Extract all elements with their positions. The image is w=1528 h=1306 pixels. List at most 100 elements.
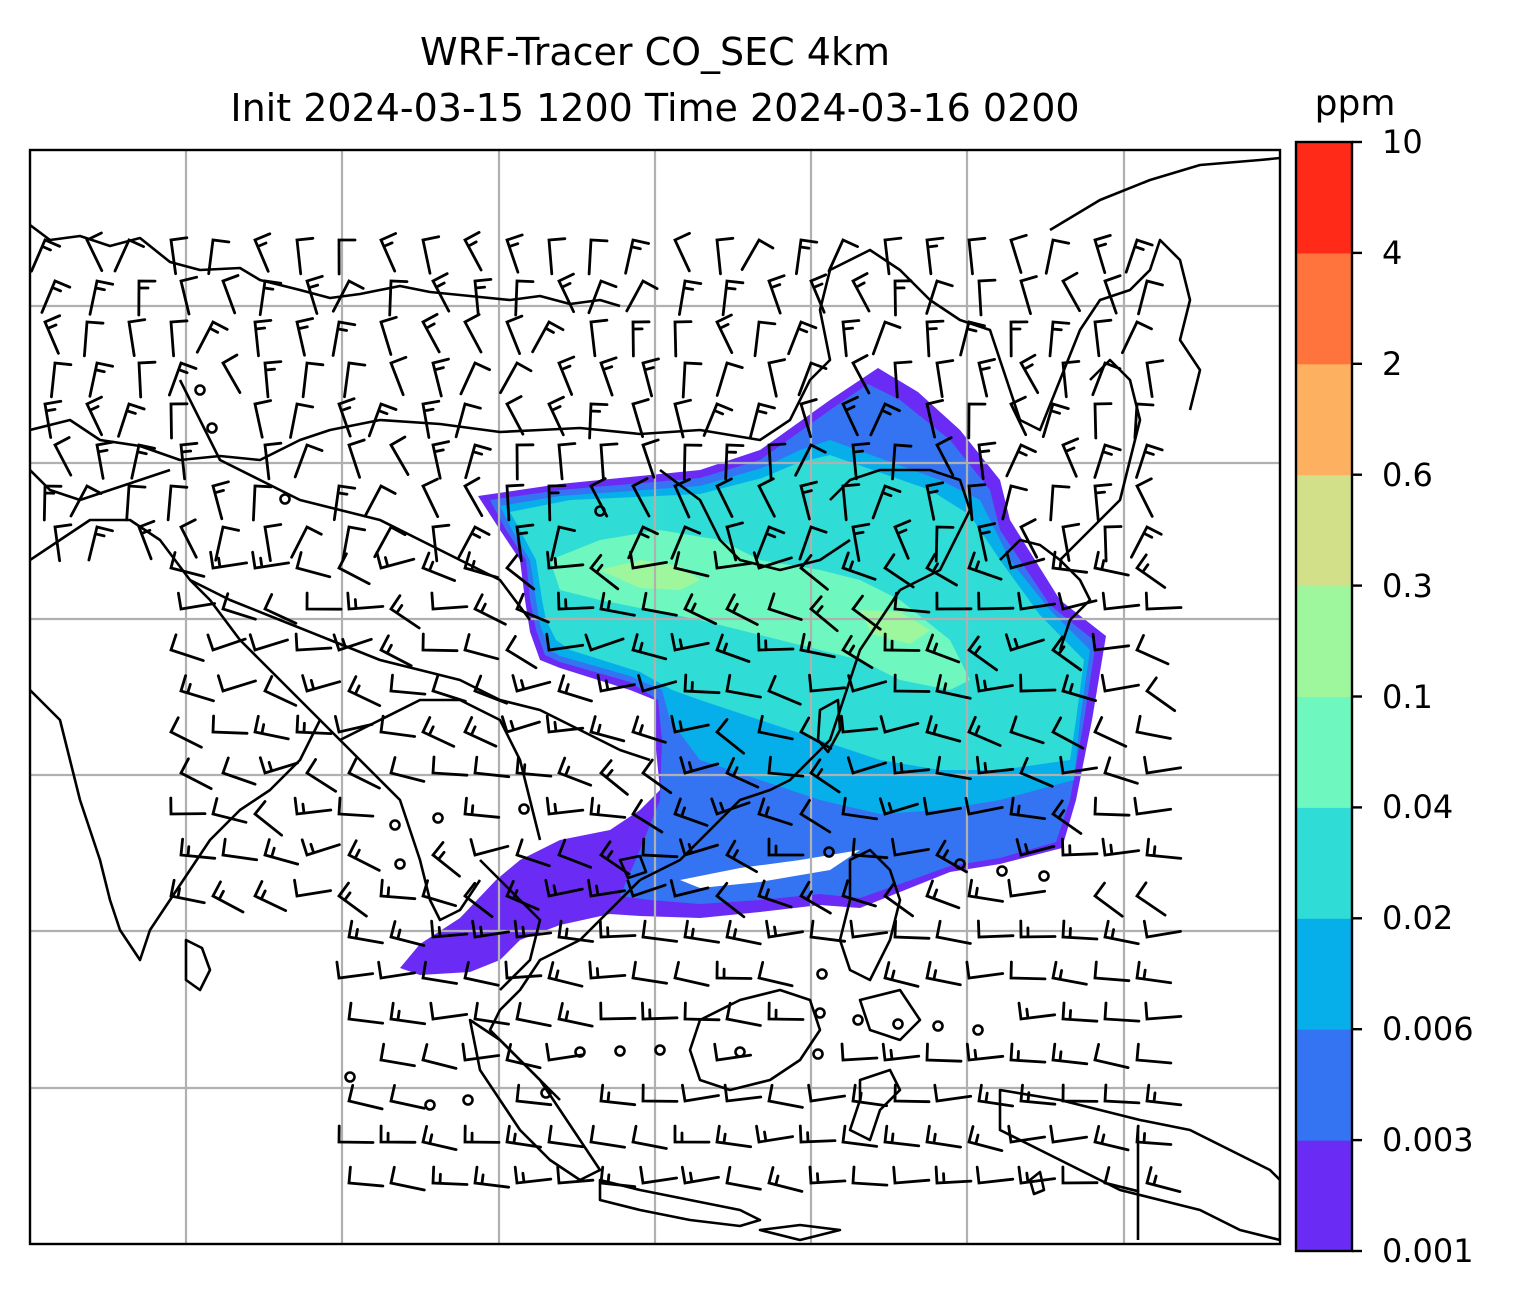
wind-barb bbox=[725, 757, 760, 789]
wind-barb bbox=[547, 961, 584, 988]
wind-barb bbox=[975, 673, 1014, 693]
wind-barb bbox=[891, 837, 930, 857]
wind-barb bbox=[505, 554, 536, 591]
wind-barb bbox=[725, 1165, 762, 1191]
wind-barb bbox=[216, 674, 257, 693]
wind-barb bbox=[1061, 1001, 1099, 1023]
wind-barb bbox=[431, 755, 469, 777]
colorbar-swatch bbox=[1296, 474, 1352, 587]
wind-barb bbox=[295, 236, 315, 276]
tracer-plume bbox=[400, 368, 1106, 975]
wind-barb bbox=[337, 552, 371, 586]
wind-barb bbox=[840, 714, 879, 734]
wind-barb bbox=[1061, 674, 1097, 702]
wind-barb bbox=[767, 1083, 804, 1109]
wind-barb bbox=[1121, 320, 1153, 355]
wind-barb bbox=[88, 279, 115, 316]
wind-barb bbox=[515, 443, 535, 481]
wind-barb bbox=[53, 523, 73, 563]
wind-barb bbox=[851, 442, 871, 481]
wind-barb bbox=[922, 796, 962, 816]
wind-barb bbox=[631, 960, 668, 985]
wind-barb bbox=[977, 591, 1015, 611]
wind-barb bbox=[967, 878, 1004, 903]
wind-barb bbox=[599, 1001, 637, 1021]
wind-barb bbox=[637, 674, 678, 693]
wind-barb bbox=[752, 551, 793, 570]
wind-barb bbox=[673, 797, 709, 827]
wind-barb bbox=[589, 554, 620, 591]
wind-barb bbox=[893, 279, 913, 317]
wind-barb bbox=[765, 919, 804, 939]
wind-barb bbox=[702, 402, 734, 437]
wind-barb bbox=[1135, 881, 1167, 917]
wind-barb bbox=[547, 395, 565, 437]
wind-barb bbox=[847, 674, 888, 693]
wind-barb bbox=[544, 878, 584, 898]
wind-barb bbox=[589, 715, 626, 743]
wind-barb bbox=[379, 878, 417, 901]
wind-barb bbox=[169, 878, 206, 905]
wind-barb bbox=[464, 443, 492, 480]
wind-barb bbox=[341, 525, 367, 562]
wind-barb bbox=[631, 1124, 668, 1150]
wind-barb bbox=[550, 525, 576, 562]
wind-barb bbox=[379, 315, 398, 356]
wind-barb bbox=[473, 674, 509, 705]
wind-barb bbox=[925, 1042, 963, 1063]
wind-barb bbox=[211, 880, 245, 914]
wind-barb bbox=[669, 879, 710, 898]
wind-barb bbox=[505, 483, 525, 522]
wind-barb bbox=[935, 359, 955, 398]
wind-barb bbox=[505, 879, 540, 911]
wind-barb bbox=[179, 757, 213, 790]
wind-barb bbox=[505, 1124, 542, 1149]
wind-barb bbox=[169, 236, 189, 276]
wind-barb bbox=[851, 522, 871, 562]
map-title-line-1: WRF-Tracer CO_SEC 4km bbox=[420, 30, 890, 74]
wind-barb bbox=[363, 484, 397, 518]
wind-barb bbox=[757, 797, 793, 826]
wind-barb bbox=[211, 480, 230, 521]
wind-barb bbox=[809, 595, 839, 633]
wind-barb bbox=[335, 960, 375, 980]
wind-barb bbox=[459, 361, 491, 396]
wind-barb bbox=[137, 360, 157, 399]
wind-barb bbox=[295, 714, 333, 735]
wind-barb bbox=[511, 674, 552, 693]
wind-barb bbox=[892, 755, 931, 775]
wind-barb bbox=[841, 879, 877, 908]
wind-barb bbox=[757, 879, 793, 909]
wind-barb bbox=[331, 320, 357, 357]
wind-barb bbox=[473, 755, 511, 779]
wind-barb bbox=[767, 1001, 805, 1021]
wind-barb bbox=[683, 593, 718, 626]
wind-barb bbox=[892, 1165, 931, 1185]
wind-barb bbox=[1017, 1165, 1057, 1185]
wind-barb bbox=[389, 1001, 427, 1026]
wind-barb bbox=[293, 443, 324, 479]
wind-barb bbox=[473, 593, 507, 626]
wind-barb bbox=[1093, 234, 1112, 274]
wind-barb bbox=[505, 1043, 542, 1070]
wind-barb bbox=[221, 837, 259, 862]
wind-barb bbox=[557, 591, 595, 611]
wind-barb bbox=[1145, 1166, 1182, 1193]
wind-barb bbox=[1137, 279, 1164, 316]
wind-barb bbox=[1017, 1001, 1057, 1021]
wind-barb bbox=[515, 838, 551, 868]
wind-barb bbox=[883, 236, 903, 276]
wind-barb bbox=[1133, 796, 1173, 816]
wind-barb bbox=[253, 800, 283, 837]
wind-barb bbox=[629, 550, 668, 570]
wind-barb bbox=[935, 919, 972, 945]
wind-barb bbox=[959, 320, 986, 357]
wind-barb bbox=[975, 755, 1015, 775]
colorbar-swatch bbox=[1296, 1140, 1352, 1252]
wind-barb bbox=[725, 673, 762, 699]
wind-barb bbox=[179, 518, 198, 559]
wind-barb bbox=[461, 1042, 501, 1062]
wind-barb bbox=[557, 1002, 594, 1028]
wind-barb bbox=[168, 361, 198, 397]
wind-barb bbox=[1061, 1165, 1099, 1185]
